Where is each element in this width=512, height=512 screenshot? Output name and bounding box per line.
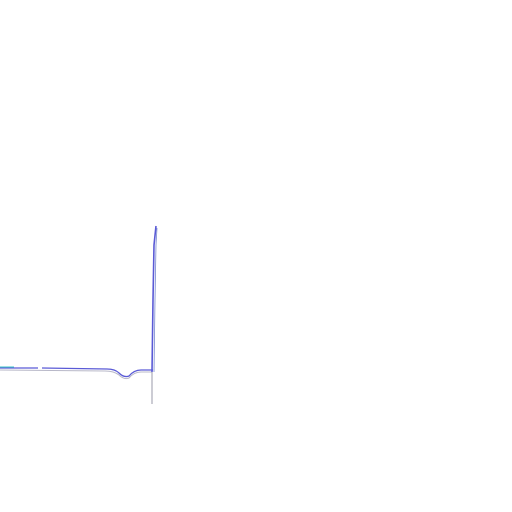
vertical-trace <box>151 225 157 373</box>
horizontal-trace <box>0 367 153 378</box>
vertical-trace-secondary <box>153 227 158 373</box>
horizontal-trace-shadow <box>0 369 152 380</box>
